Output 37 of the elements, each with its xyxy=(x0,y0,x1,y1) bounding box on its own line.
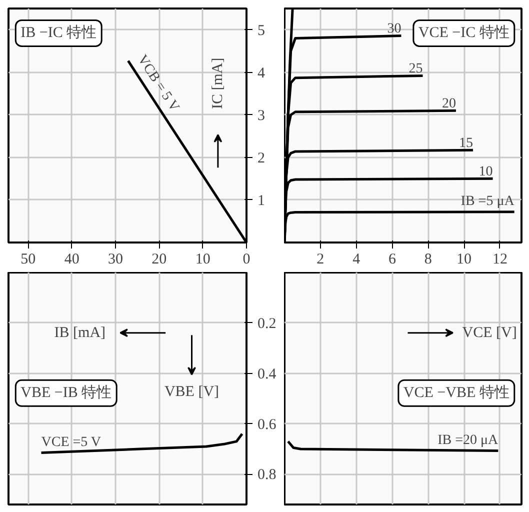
y-tick-label: 0.4 xyxy=(258,366,277,382)
y-axis-title: IC [mA] xyxy=(210,58,226,109)
x-tick-label: 8 xyxy=(424,252,432,268)
series-label: 30 xyxy=(387,22,402,37)
x-tick-label: 10 xyxy=(456,252,472,268)
x-tick-label: 2 xyxy=(316,252,324,268)
series-label: IB =5 μA xyxy=(460,194,516,209)
text: VBE −IB 特性 xyxy=(20,384,112,402)
y-tick-label: 1 xyxy=(258,192,265,209)
x-tick-label: 10 xyxy=(195,252,210,268)
x-tick-label: 12 xyxy=(492,252,508,268)
y-tick-label: 2 xyxy=(258,150,265,166)
x-axis-title: VCE [V] xyxy=(462,324,517,341)
y-tick-label: 0.8 xyxy=(258,467,276,484)
x-tick-label: 30 xyxy=(108,252,123,268)
x-tick-label: 40 xyxy=(64,252,80,268)
series-label: 10 xyxy=(478,164,493,180)
series-label: IB =20 μA xyxy=(438,432,500,448)
series-label: 20 xyxy=(442,96,456,112)
text: VCE −VBE 特性 xyxy=(403,384,510,402)
text: IB −IC 特性 xyxy=(20,24,97,42)
y-axis-title: VBE [V] xyxy=(164,384,220,400)
series-label: 15 xyxy=(459,136,474,152)
y-tick-label: 0.6 xyxy=(258,416,277,433)
y-tick-label: 5 xyxy=(258,22,265,39)
y-tick-label: 3 xyxy=(258,108,265,124)
x-tick-label: 0 xyxy=(242,252,250,268)
x-axis-title: IB [mA] xyxy=(54,324,106,341)
series-label: VCE =5 V xyxy=(41,434,102,450)
x-tick-label: 4 xyxy=(352,252,361,268)
x-tick-label: 6 xyxy=(388,252,396,268)
series-label: 25 xyxy=(408,62,423,77)
x-tick-label: 50 xyxy=(20,252,36,268)
y-tick-label: 4 xyxy=(258,65,266,82)
text: VCE −IC 特性 xyxy=(418,24,510,42)
x-tick-label: 20 xyxy=(152,252,167,268)
y-tick-label: 0.2 xyxy=(258,316,276,332)
